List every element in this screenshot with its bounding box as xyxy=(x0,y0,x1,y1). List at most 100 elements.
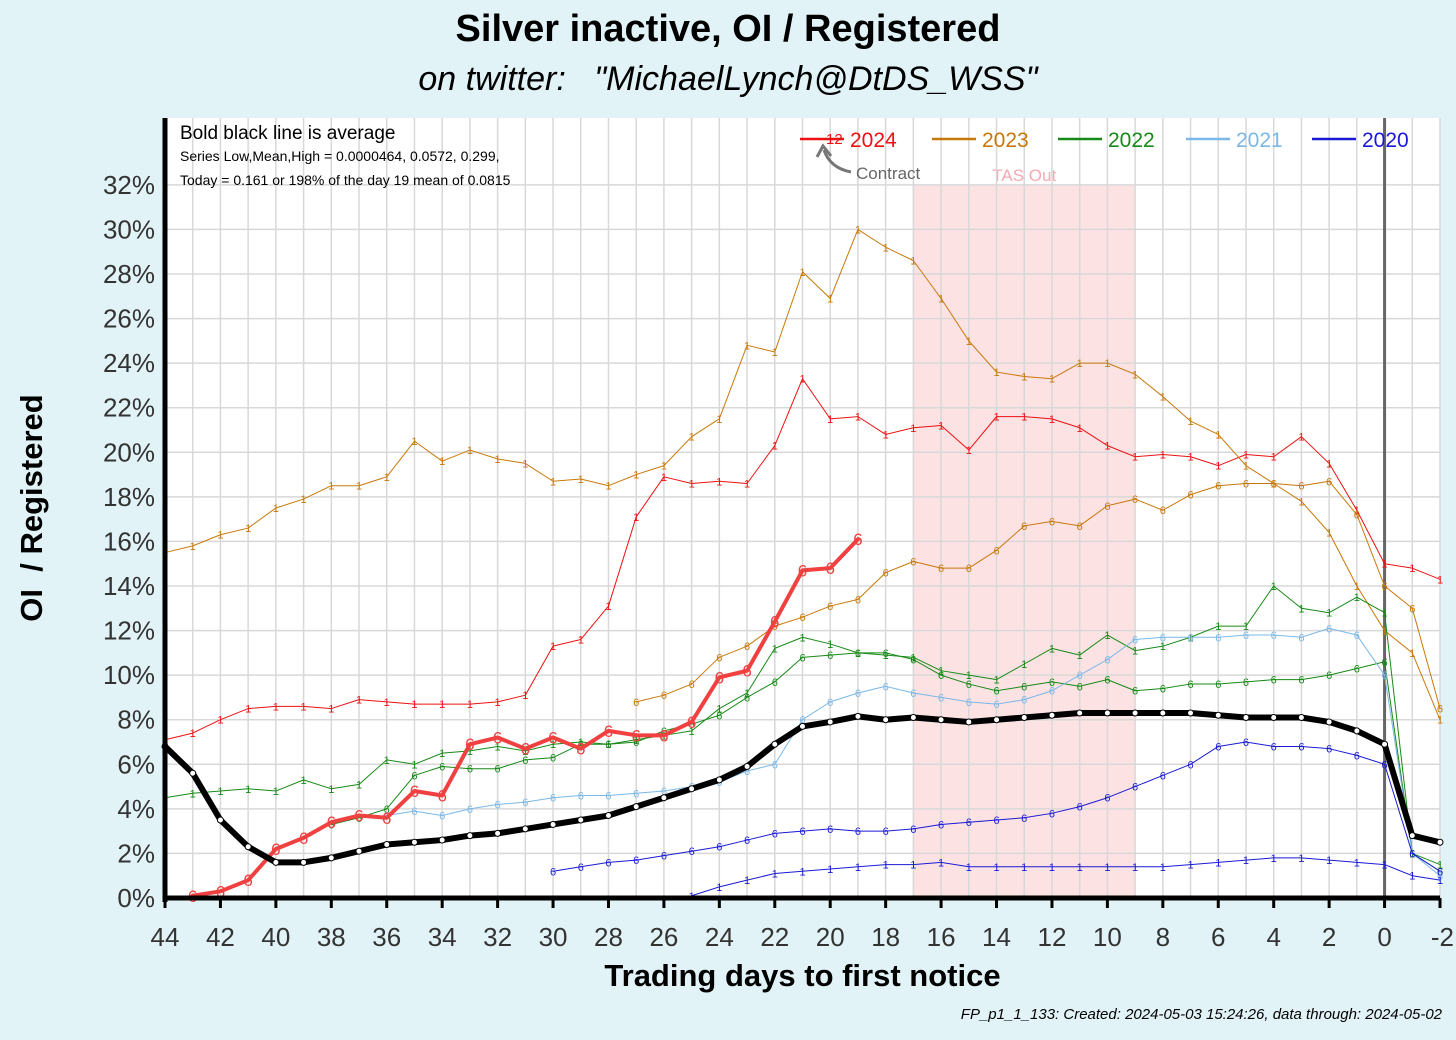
x-tick-label: 22 xyxy=(760,922,789,952)
series-point: 1 xyxy=(578,737,584,749)
y-tick-label: 6% xyxy=(117,749,155,779)
series-point: 1 xyxy=(1187,416,1193,428)
series-point: 6 xyxy=(356,813,362,825)
series-point: 1 xyxy=(744,688,750,700)
legend-label: 2023 xyxy=(982,129,1029,152)
series-point: 1 xyxy=(1243,450,1249,462)
series-point: 6 xyxy=(855,648,861,660)
series-point: 1 xyxy=(439,699,445,711)
series-point: 6 xyxy=(772,828,778,840)
series-point: 1 xyxy=(384,697,390,709)
series-point: 6 xyxy=(1132,634,1138,646)
annotation-today: Today = 0.161 or 198% of the day 19 mean… xyxy=(180,172,511,188)
series-point: 1 xyxy=(1409,848,1415,860)
series-point: 6 xyxy=(855,594,861,606)
series-point: 6 xyxy=(439,811,445,823)
x-tick-labels: 44 42 40 38 36 34 32 30 28 26 24 22 20 18 16 14 12 10 8 6 4 2… xyxy=(151,898,1454,952)
series-point: 1 xyxy=(1437,860,1443,872)
series-point: 6 xyxy=(716,842,722,854)
series-point: 1 xyxy=(1132,452,1138,464)
series-point: 6 xyxy=(605,739,611,751)
series-point: 1 xyxy=(938,857,944,869)
series-point: 6 xyxy=(1215,481,1221,493)
series-point: 6 xyxy=(799,612,805,624)
series-point: 1 xyxy=(1354,592,1360,604)
series-point xyxy=(1408,832,1416,840)
series-point: 1 xyxy=(689,432,695,444)
series-point: 1 xyxy=(301,701,307,713)
series-point: 1 xyxy=(883,242,889,254)
series-point: 6 xyxy=(993,699,999,711)
series-point: 6 xyxy=(716,710,722,722)
series-point: 1 xyxy=(716,476,722,488)
series-point: 6 xyxy=(744,692,750,704)
series-point: 1 xyxy=(855,224,861,236)
series-point: 6 xyxy=(1437,704,1443,716)
series-point: 6 xyxy=(633,788,639,800)
series-point: 6 xyxy=(798,561,807,580)
series-point: 6 xyxy=(1326,623,1332,635)
series-point: 1 xyxy=(1104,441,1110,453)
series-point: 1 xyxy=(217,715,223,727)
series-point: 6 xyxy=(1104,655,1110,667)
series-point: 1 xyxy=(1271,452,1277,464)
y-tick-label: 8% xyxy=(117,705,155,735)
series-point: 6 xyxy=(1354,750,1360,762)
series-point: 6 xyxy=(938,692,944,704)
series-point xyxy=(1103,709,1111,717)
series-point: 6 xyxy=(772,759,778,771)
series-point xyxy=(1381,740,1389,748)
series-point: 1 xyxy=(966,445,972,457)
legend-label: 2021 xyxy=(1236,129,1283,152)
x-tick-label: 0 xyxy=(1377,922,1391,952)
series-point: 1 xyxy=(439,456,445,468)
series-point: 6 xyxy=(1215,679,1221,691)
series-point: 6 xyxy=(827,601,833,613)
series-point: 6 xyxy=(1271,675,1277,687)
series-point: 6 xyxy=(1160,505,1166,517)
series-point: 1 xyxy=(245,523,251,535)
series-point: 6 xyxy=(1271,630,1277,642)
series-point: 1 xyxy=(1160,392,1166,404)
series-point xyxy=(1187,709,1195,717)
series-point: 1 xyxy=(910,423,916,435)
series-point: 1 xyxy=(1354,857,1360,869)
series-point: 1 xyxy=(799,374,805,386)
series-point: 1 xyxy=(883,860,889,872)
series-point: 6 xyxy=(689,846,695,858)
series-point xyxy=(771,740,779,748)
series-point: 1 xyxy=(1382,860,1388,872)
series-point: 6 xyxy=(825,559,834,578)
series-point: 6 xyxy=(883,648,889,660)
series-point: 6 xyxy=(661,690,667,702)
series-point: 1 xyxy=(550,476,556,488)
series-point xyxy=(521,825,529,833)
series-point: 1 xyxy=(1326,458,1332,470)
series-point: 6 xyxy=(1187,679,1193,691)
grid xyxy=(164,118,1441,899)
series-point: 1 xyxy=(633,512,639,524)
series-point: 6 xyxy=(1437,866,1443,878)
series-point: 1 xyxy=(1077,650,1083,662)
series-point: 1 xyxy=(356,481,362,493)
series-point xyxy=(1048,711,1056,719)
series-point: 6 xyxy=(1187,632,1193,644)
series-point xyxy=(383,841,391,849)
series-point: 6 xyxy=(382,809,391,828)
series-point: 6 xyxy=(493,729,502,748)
series-point: 1 xyxy=(661,472,667,484)
series-point: 6 xyxy=(910,556,916,568)
series-point: 6 xyxy=(1104,793,1110,805)
series-point: 1 xyxy=(883,429,889,441)
series-point: 6 xyxy=(910,688,916,700)
series-point: 6 xyxy=(550,753,556,765)
series-point: 1 xyxy=(495,741,501,753)
series-point: 1 xyxy=(827,639,833,651)
series-point: 6 xyxy=(1354,663,1360,675)
series-point: 6 xyxy=(993,545,999,557)
series-point: 1 xyxy=(301,494,307,506)
series-line xyxy=(190,537,860,898)
series-point: 6 xyxy=(1160,684,1166,696)
series-point: 6 xyxy=(772,677,778,689)
series-point: 1 xyxy=(1104,862,1110,874)
